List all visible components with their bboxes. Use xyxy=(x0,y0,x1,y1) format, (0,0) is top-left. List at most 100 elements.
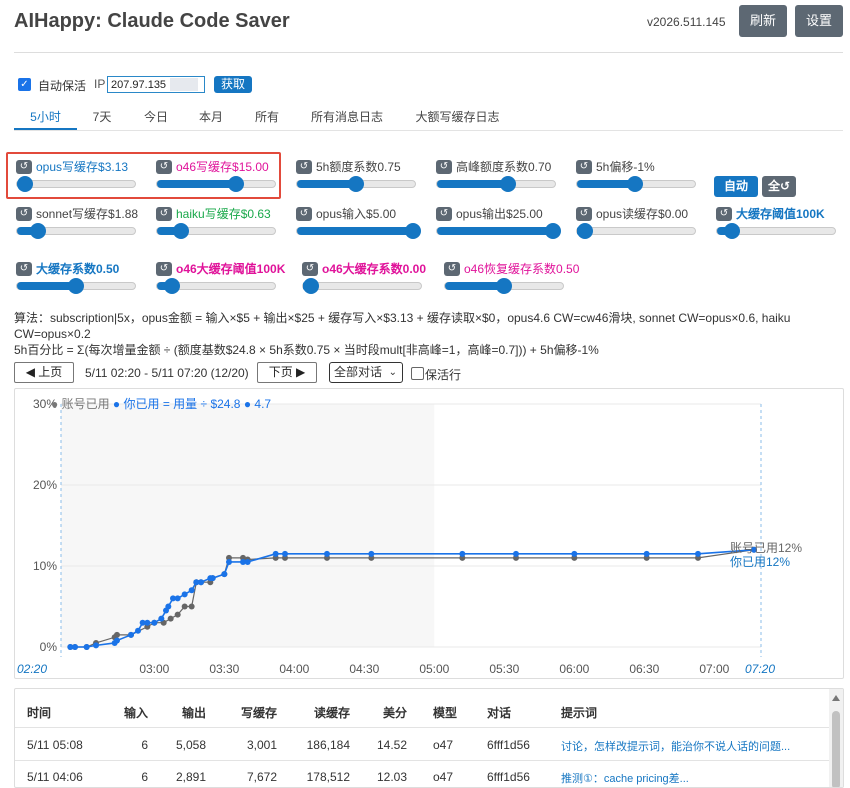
slider-knob[interactable] xyxy=(724,223,741,239)
tab-5h[interactable]: 5小时 xyxy=(30,110,61,124)
slider-track[interactable] xyxy=(716,223,836,239)
column-header[interactable]: 提示词 xyxy=(561,706,598,720)
page-range: 5/11 02:20 - 5/11 07:20 (12/20) xyxy=(85,366,249,380)
table-cell: 3,001 xyxy=(246,738,277,752)
slider-knob[interactable] xyxy=(68,278,84,294)
slider-fill xyxy=(437,180,512,188)
tabs-divider xyxy=(14,130,843,131)
slider-knob[interactable] xyxy=(172,223,189,239)
slider-track[interactable] xyxy=(16,176,136,192)
tab-today[interactable]: 今日 xyxy=(143,110,168,124)
reset-icon[interactable]: ↺ xyxy=(716,207,732,221)
reset-icon[interactable]: ↺ xyxy=(16,160,32,174)
x-tick-label: 06:30 xyxy=(629,662,659,676)
slider-track[interactable] xyxy=(156,278,276,294)
table-cell: 5/11 04:06 xyxy=(27,770,83,784)
reset-icon[interactable]: ↺ xyxy=(576,160,592,174)
prev-page-button[interactable]: ◀ 上页 xyxy=(14,362,74,383)
tab-all-messages[interactable]: 所有消息日志 xyxy=(310,110,383,124)
slider-knob[interactable] xyxy=(348,176,364,192)
reset-icon[interactable]: ↺ xyxy=(436,207,452,221)
x-tick-label: 03:30 xyxy=(209,662,239,676)
series-point xyxy=(181,591,188,598)
account-used-label: 账号已用12% xyxy=(730,541,802,555)
column-header[interactable]: 美分 xyxy=(382,706,407,720)
slider-knob[interactable] xyxy=(228,176,245,192)
slider-track[interactable] xyxy=(302,278,422,294)
slider-track[interactable] xyxy=(436,176,556,192)
series-point xyxy=(209,575,216,582)
table-scrollbar[interactable] xyxy=(829,689,843,787)
slider-knob[interactable] xyxy=(499,176,516,192)
slider-knob[interactable] xyxy=(544,223,561,239)
reset-icon[interactable]: ↺ xyxy=(16,207,32,221)
series-point xyxy=(67,644,74,650)
scroll-up-icon[interactable] xyxy=(832,695,840,701)
keepalive-checkbox[interactable]: ✓ xyxy=(18,78,31,91)
series-point xyxy=(135,627,141,634)
column-header[interactable]: 对话 xyxy=(487,706,512,720)
slider-knob[interactable] xyxy=(30,223,47,239)
reset-all-button[interactable]: 全↺ xyxy=(762,176,796,197)
usage-table: 时间 输入 输出 写缓存 读缓存 美分 模型 对话 提示词 5/11 05:08 6 5,058 3,… xyxy=(14,688,844,788)
slider-knob[interactable] xyxy=(626,176,643,192)
row-divider xyxy=(15,760,831,761)
settings-button[interactable]: 设置 xyxy=(795,5,843,37)
reset-icon[interactable]: ↺ xyxy=(444,262,460,276)
x-tick-label: 05:00 xyxy=(419,662,449,676)
column-header[interactable]: 输出 xyxy=(181,706,206,720)
y-tick-label: 0% xyxy=(40,640,58,654)
series-point xyxy=(695,550,701,557)
slider-track[interactable] xyxy=(576,223,696,239)
keepalive-rows-checkbox[interactable] xyxy=(411,367,424,380)
tab-7d[interactable]: 7天 xyxy=(92,110,112,124)
prompt-link[interactable]: 讨论，怎样改提示词，能治你不说人话的问题... xyxy=(561,741,791,753)
column-header[interactable]: 模型 xyxy=(433,706,458,720)
reset-icon[interactable]: ↺ xyxy=(296,160,312,174)
next-page-button[interactable]: 下页 ▶ xyxy=(257,362,317,383)
slider-control: ↺ o46写缓存$15.00 xyxy=(156,160,281,192)
slider-track[interactable] xyxy=(296,176,416,192)
reset-icon[interactable]: ↺ xyxy=(576,207,592,221)
reset-icon[interactable]: ↺ xyxy=(16,262,32,276)
slider-knob[interactable] xyxy=(404,223,421,239)
slider-track[interactable] xyxy=(436,223,561,239)
slider-knob[interactable] xyxy=(164,278,181,294)
fetch-ip-button[interactable]: 获取 xyxy=(214,76,252,93)
slider-track[interactable] xyxy=(444,278,564,294)
series-point xyxy=(167,615,174,622)
slider-knob[interactable] xyxy=(577,223,594,239)
slider-knob[interactable] xyxy=(303,278,320,294)
table-cell: 2,891 xyxy=(175,770,206,784)
auto-button[interactable]: 自动 xyxy=(714,176,758,197)
prompt-link[interactable]: 推测①：cache pricing差... xyxy=(561,773,689,785)
refresh-button[interactable]: 刷新 xyxy=(739,5,787,37)
slider-knob[interactable] xyxy=(496,278,512,294)
slider-track[interactable] xyxy=(156,176,276,192)
tab-month[interactable]: 本月 xyxy=(198,110,223,124)
reset-icon[interactable]: ↺ xyxy=(436,160,452,174)
slider-track[interactable] xyxy=(156,223,276,239)
slider-label: o46恢复缓存系数0.50 xyxy=(464,262,580,276)
reset-icon[interactable]: ↺ xyxy=(156,207,172,221)
column-header[interactable]: 时间 xyxy=(27,706,52,720)
column-header[interactable]: 写缓存 xyxy=(240,706,277,720)
reset-icon[interactable]: ↺ xyxy=(296,207,312,221)
header-divider xyxy=(14,52,843,53)
column-header[interactable]: 读缓存 xyxy=(313,706,350,720)
slider-track[interactable] xyxy=(16,278,136,294)
slider-fill xyxy=(577,180,639,188)
slider-track[interactable] xyxy=(576,176,696,192)
column-header[interactable]: 输入 xyxy=(123,706,148,720)
slider-track[interactable] xyxy=(16,223,136,239)
highlight-box xyxy=(6,152,281,199)
slider-track[interactable] xyxy=(296,223,421,239)
slider-knob[interactable] xyxy=(17,176,34,192)
reset-icon[interactable]: ↺ xyxy=(156,160,172,174)
scroll-thumb[interactable] xyxy=(832,711,840,787)
tab-large-cache-log[interactable]: 大额写缓存日志 xyxy=(415,110,500,124)
reset-icon[interactable]: ↺ xyxy=(156,262,172,276)
reset-icon[interactable]: ↺ xyxy=(302,262,318,276)
conversation-select[interactable]: 全部对话 ⌄ xyxy=(329,362,403,383)
tab-all[interactable]: 所有 xyxy=(254,110,279,124)
